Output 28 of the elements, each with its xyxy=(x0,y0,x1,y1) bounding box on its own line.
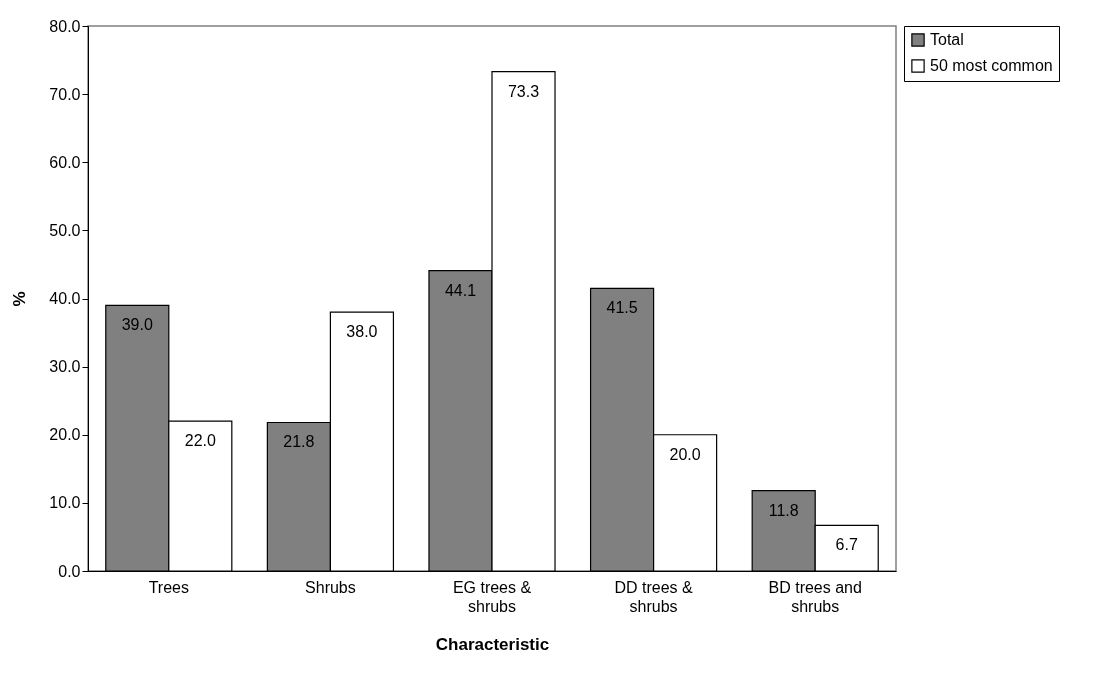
x-tick-label: Trees xyxy=(148,578,189,596)
x-tick-label: DD trees & shrubs xyxy=(614,578,694,615)
data-label: 73.3 xyxy=(507,82,540,100)
data-label: 21.8 xyxy=(283,433,315,451)
x-tick-label: Shrubs xyxy=(305,578,356,596)
y-tick-label: 0.0 xyxy=(58,562,81,580)
y-tick-label: 80.0 xyxy=(49,17,81,35)
data-label: 44.1 xyxy=(444,281,477,299)
x-tick-label: EG trees & shrubs xyxy=(452,578,532,615)
legend-label: 50 most common xyxy=(930,57,1053,74)
x-tick-label: BD trees and shrubs xyxy=(768,578,862,615)
y-tick-label: 70.0 xyxy=(49,85,81,103)
data-label: 38.0 xyxy=(346,323,378,341)
y-tick-label: 10.0 xyxy=(49,494,81,512)
y-tick-label: 30.0 xyxy=(49,358,81,376)
data-label: 39.0 xyxy=(121,316,153,334)
data-label: 11.8 xyxy=(768,501,799,519)
y-tick-label: 60.0 xyxy=(49,153,81,171)
x-axis-title: Characteristic xyxy=(435,634,550,654)
y-tick-label: 50.0 xyxy=(49,221,81,239)
y-axis-title: % xyxy=(10,291,30,307)
data-label: 20.0 xyxy=(669,445,701,463)
data-label: 6.7 xyxy=(835,536,858,554)
data-label: 41.5 xyxy=(606,299,638,317)
y-tick-label: 40.0 xyxy=(49,290,81,307)
legend-label: Total xyxy=(930,31,964,48)
y-tick-label: 20.0 xyxy=(49,426,81,444)
data-label: 22.0 xyxy=(184,432,216,450)
